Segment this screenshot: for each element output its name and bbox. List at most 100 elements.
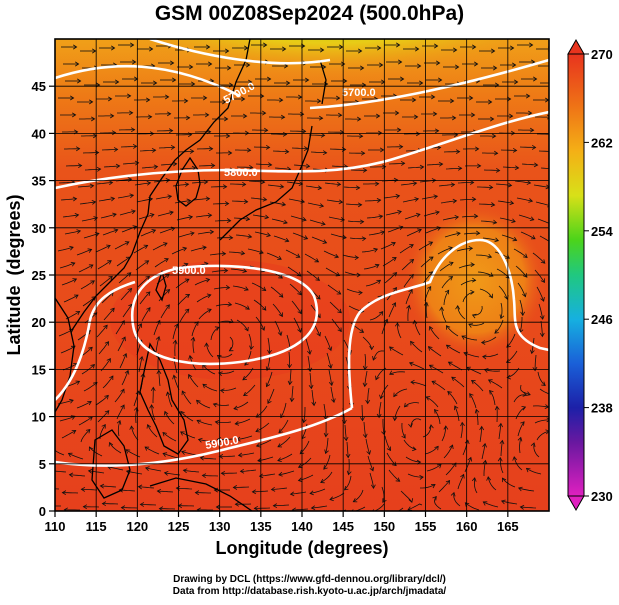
streamline xyxy=(462,440,469,456)
streamline xyxy=(307,355,311,372)
streamline-arrowhead xyxy=(74,61,80,67)
streamline-arrowhead xyxy=(512,236,518,242)
streamline-arrowhead xyxy=(297,477,303,483)
streamline-arrowhead xyxy=(320,132,326,138)
streamline xyxy=(537,371,546,386)
streamline xyxy=(410,418,422,428)
streamline-arrowhead xyxy=(394,110,400,116)
credits: Drawing by DCL (https://www.gfd-dennou.o… xyxy=(0,574,619,598)
streamline xyxy=(414,320,421,336)
streamline xyxy=(454,405,460,422)
streamline xyxy=(513,394,527,403)
colorbar-tick-label: 262 xyxy=(591,135,613,150)
streamline-arrowhead xyxy=(139,355,144,361)
streamline xyxy=(513,248,528,258)
streamline-arrowhead xyxy=(410,340,415,346)
streamline xyxy=(331,318,342,332)
streamline-arrowhead xyxy=(411,446,417,452)
streamline-arrowhead xyxy=(205,44,211,50)
streamline-arrowhead xyxy=(278,471,283,477)
streamline-arrowhead xyxy=(104,410,110,415)
streamline-arrowhead xyxy=(528,42,534,48)
streamline xyxy=(267,184,284,188)
streamline-arrowhead xyxy=(359,65,365,71)
x-tick-label: 150 xyxy=(373,519,395,534)
streamline-arrowhead xyxy=(382,498,387,503)
coastlines xyxy=(55,39,327,511)
streamline-arrowhead xyxy=(283,219,288,225)
streamline-arrowhead xyxy=(508,113,514,119)
streamline-arrowhead xyxy=(374,263,380,269)
streamline xyxy=(153,320,161,336)
streamline-arrowhead xyxy=(448,246,453,251)
streamline xyxy=(388,302,396,318)
streamline xyxy=(423,211,440,217)
streamline xyxy=(114,241,130,250)
streamline-arrowhead xyxy=(434,445,439,451)
streamline-arrowhead xyxy=(186,198,192,204)
streamline-arrowhead xyxy=(226,65,232,71)
streamline-arrowhead xyxy=(120,505,126,511)
streamline-arrowhead xyxy=(199,455,205,461)
streamline-arrowhead xyxy=(443,425,449,430)
streamline-arrowhead xyxy=(149,404,155,409)
streamline-arrowhead xyxy=(317,185,323,191)
streamline-arrowhead xyxy=(359,416,365,422)
streamline xyxy=(500,149,517,151)
streamline xyxy=(389,346,404,356)
streamline-arrowhead xyxy=(425,396,431,401)
streamline-arrowhead xyxy=(146,306,151,312)
streamline xyxy=(479,288,493,299)
streamline-arrowhead xyxy=(194,490,200,496)
streamline-arrowhead xyxy=(342,78,348,84)
streamline-arrowhead xyxy=(265,382,271,388)
streamline xyxy=(362,336,373,350)
streamline-arrowhead xyxy=(356,116,362,122)
streamline-arrowhead xyxy=(373,247,379,253)
streamline-arrowhead xyxy=(468,246,474,251)
streamline-arrowhead xyxy=(320,478,325,484)
streamline xyxy=(230,183,246,185)
streamline-arrowhead xyxy=(90,364,95,369)
streamline-arrowhead xyxy=(359,328,365,333)
streamline-arrowhead xyxy=(319,203,325,208)
streamline xyxy=(498,285,508,300)
streamline-arrowhead xyxy=(237,452,243,458)
streamline-arrowhead xyxy=(397,209,402,215)
streamline-arrowhead xyxy=(451,376,456,382)
streamline xyxy=(309,372,312,389)
streamline xyxy=(388,162,405,165)
streamline-arrowhead xyxy=(395,42,401,48)
streamline xyxy=(61,430,76,439)
streamline xyxy=(209,253,226,256)
streamline-arrowhead xyxy=(550,64,553,68)
streamline-arrowhead xyxy=(89,183,95,189)
streamline-arrowhead xyxy=(398,144,404,150)
streamline-arrowhead xyxy=(352,498,358,503)
streamline-arrowhead xyxy=(289,491,295,497)
streamline-arrowhead xyxy=(181,450,186,455)
streamline xyxy=(157,211,174,217)
streamline xyxy=(115,320,125,335)
streamline xyxy=(274,320,282,336)
streamline-arrowhead xyxy=(284,237,290,243)
streamline-arrowhead xyxy=(287,363,293,369)
streamline-arrowhead xyxy=(247,79,253,85)
streamline xyxy=(438,184,455,187)
streamline-arrowhead xyxy=(471,44,477,50)
streamline-arrowhead xyxy=(208,146,214,152)
streamline-arrowhead xyxy=(182,468,188,474)
streamline-arrowhead xyxy=(545,184,549,190)
streamline xyxy=(420,256,434,268)
streamline-arrowhead xyxy=(431,178,437,183)
streamline xyxy=(59,262,75,269)
streamline-arrowhead xyxy=(165,273,170,278)
streamline xyxy=(266,354,271,371)
streamline xyxy=(256,439,272,447)
streamline-arrowhead xyxy=(234,420,240,426)
streamline-arrowhead xyxy=(245,62,251,68)
streamline-arrowhead xyxy=(452,198,458,204)
streamline-arrowhead xyxy=(418,80,424,86)
streamline-arrowhead xyxy=(261,286,267,291)
streamline-arrowhead xyxy=(337,308,342,314)
